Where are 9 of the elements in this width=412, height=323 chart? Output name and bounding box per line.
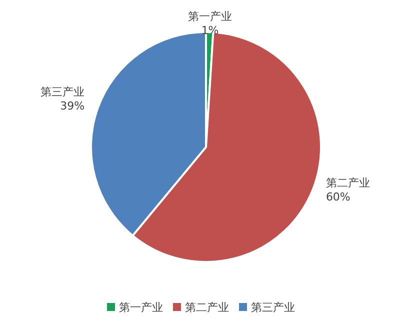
legend-label: 第一产业 xyxy=(119,301,163,314)
legend-label: 第三产业 xyxy=(251,301,295,314)
data-label: 1% xyxy=(201,24,219,37)
slice-label: 第二产业 xyxy=(326,176,370,190)
data-label: 39% xyxy=(60,99,85,112)
slice-label: 第一产业 xyxy=(188,10,232,23)
slice-label: 第三产业 xyxy=(40,85,85,98)
legend-label: 第二产业 xyxy=(185,301,229,314)
data-label: 60% xyxy=(326,190,350,204)
